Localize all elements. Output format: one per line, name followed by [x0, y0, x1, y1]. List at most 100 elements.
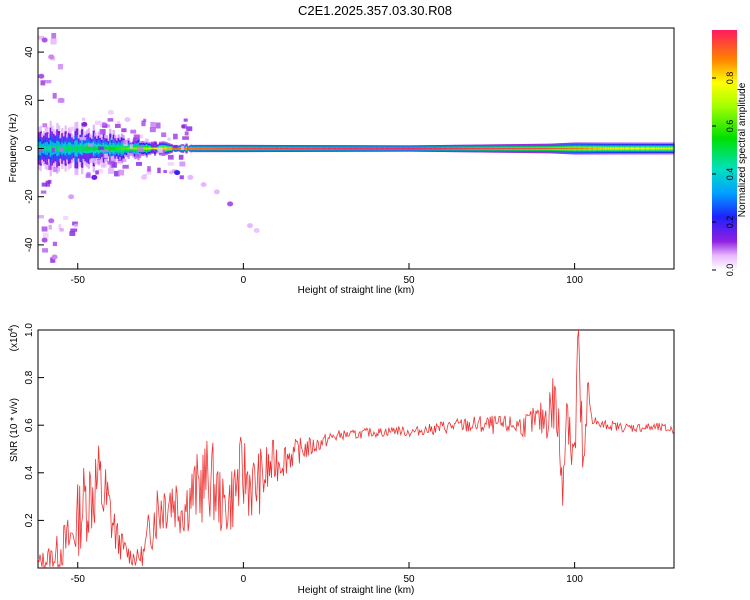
- spectral-column: [82, 146, 85, 151]
- scatter-blob: [63, 215, 69, 220]
- spectral-column: [616, 147, 619, 150]
- spectral-column: [95, 146, 99, 151]
- spectral-column: [319, 147, 322, 150]
- spectral-column: [268, 147, 271, 150]
- spectral-column: [491, 147, 495, 150]
- spectral-column: [380, 147, 384, 150]
- spectral-column: [533, 147, 536, 150]
- x-tick-label: -50: [71, 275, 86, 286]
- scatter-blob: [122, 158, 127, 162]
- scatter-blob: [58, 224, 62, 229]
- spectral-column: [536, 147, 539, 150]
- scatter-blob: [111, 162, 117, 168]
- snr-y-label: SNR (10 * v/v): [9, 398, 20, 462]
- spectral-column: [635, 147, 639, 150]
- spectral-column: [485, 147, 488, 150]
- scatter-point: [174, 170, 181, 176]
- spectral-column: [389, 147, 392, 150]
- scatter-blob: [53, 166, 58, 173]
- scatter-blob: [173, 133, 178, 140]
- scatter-blob: [107, 118, 114, 122]
- spectral-column: [210, 147, 213, 150]
- spectral-column: [503, 147, 506, 150]
- scatter-blob: [41, 226, 48, 232]
- spectral-column: [526, 147, 529, 150]
- spectral-column: [349, 147, 352, 150]
- scatter-point: [213, 189, 220, 195]
- spectral-column: [659, 147, 662, 150]
- spectral-column: [284, 147, 288, 150]
- spectral-column: [609, 147, 612, 150]
- spectral-column: [410, 147, 413, 150]
- scatter-blob: [181, 124, 185, 128]
- spectral-column: [443, 147, 447, 150]
- scatter-blob: [181, 145, 185, 150]
- spectral-column: [279, 147, 283, 150]
- snr-y-axis: 0.2 0.4 0.6 0.8 1.0: [24, 323, 44, 527]
- spectral-column: [298, 147, 301, 150]
- scatter-blob: [59, 147, 63, 152]
- spectral-column: [42, 146, 46, 151]
- scatter-blob: [186, 126, 193, 132]
- scatter-blob: [41, 182, 48, 187]
- spectral-column: [531, 147, 534, 150]
- y-tick-label: 0.6: [24, 418, 35, 432]
- spectral-column: [223, 147, 226, 150]
- spectral-column: [657, 147, 660, 150]
- scatter-blob: [50, 257, 56, 263]
- spectral-column: [544, 147, 548, 150]
- spectral-column: [592, 147, 596, 150]
- spectral-column: [548, 147, 551, 150]
- spectral-column: [534, 147, 538, 150]
- scatter-blob: [151, 141, 158, 148]
- spectral-column: [79, 146, 82, 151]
- spectral-column: [201, 147, 205, 150]
- spectral-column: [529, 147, 533, 150]
- spectral-column: [556, 147, 559, 150]
- snr-series: [37, 329, 675, 569]
- scatter-blob: [38, 215, 44, 219]
- spectral-column: [56, 145, 59, 152]
- spectral-column: [342, 147, 346, 150]
- spectral-column: [293, 147, 296, 150]
- scatter-blob: [74, 223, 78, 228]
- scatter-blob: [48, 165, 52, 170]
- spectral-column: [440, 147, 443, 150]
- spectral-column: [652, 147, 655, 150]
- spectral-column: [670, 147, 673, 150]
- spectral-column: [382, 147, 385, 150]
- scatter-blob: [146, 169, 152, 175]
- spectral-column: [77, 146, 81, 151]
- scatter-blob: [50, 38, 57, 45]
- spectral-column: [437, 147, 440, 150]
- colorbar-tick-label: 0.4: [725, 168, 735, 181]
- scatter-blob: [136, 161, 142, 166]
- spectral-column: [538, 147, 541, 150]
- spectral-column: [571, 147, 574, 150]
- spectral-column: [569, 147, 572, 150]
- spectral-column: [630, 147, 634, 150]
- spectral-column: [175, 147, 178, 150]
- scatter-point: [227, 201, 234, 207]
- scatter-blob: [107, 160, 114, 165]
- spectral-column: [294, 147, 297, 150]
- spectral-column: [117, 146, 120, 151]
- spectral-column: [125, 147, 129, 150]
- spectral-column: [281, 147, 284, 150]
- scatter-blob: [69, 231, 76, 236]
- scatter-blob: [107, 168, 115, 174]
- scatter-blob: [57, 64, 63, 70]
- spectral-column: [296, 147, 299, 150]
- spectral-column: [589, 147, 592, 150]
- spectral-column: [44, 146, 47, 151]
- spectral-column: [317, 147, 321, 150]
- spectral-column: [145, 147, 148, 150]
- spectral-column: [162, 147, 165, 150]
- scatter-blob: [45, 180, 50, 187]
- colorbar-ticks: 0.0 0.2 0.4 0.6 0.8: [712, 72, 735, 276]
- scatter-blob: [79, 155, 84, 159]
- figure-title: C2E1.2025.357.03.30.R08: [298, 3, 452, 18]
- spectral-column: [506, 147, 509, 150]
- spectral-column: [360, 147, 364, 150]
- scatter-point: [58, 97, 65, 103]
